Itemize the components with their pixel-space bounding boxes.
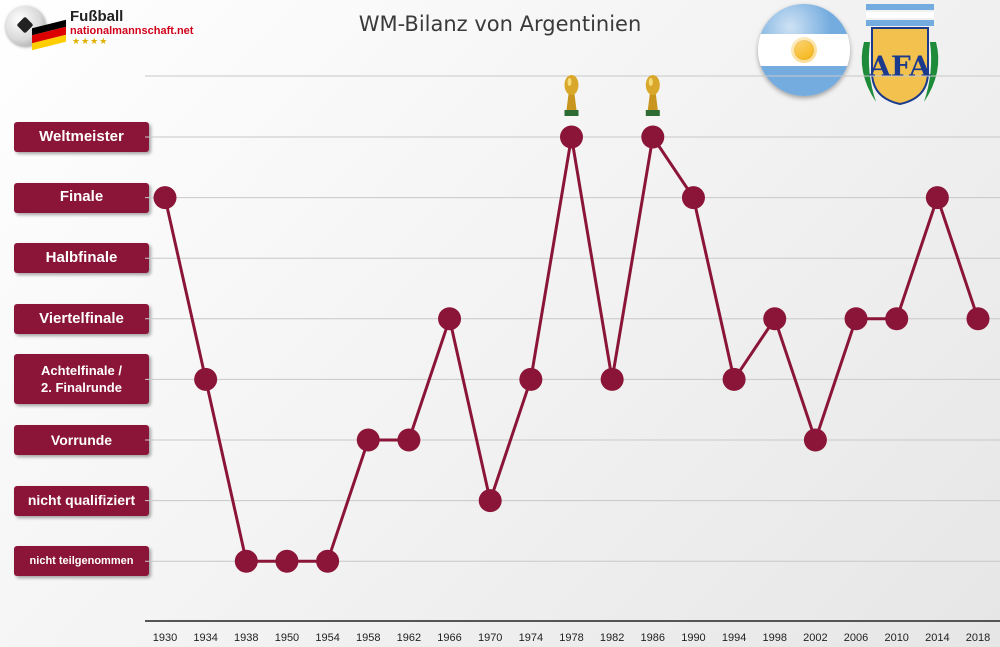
x-tick-label: 1958	[356, 632, 380, 644]
level-label-line: Vorrunde	[50, 431, 113, 448]
data-point-1974	[519, 367, 543, 391]
x-tick-label: 1998	[763, 632, 787, 644]
data-point-1978	[560, 125, 583, 149]
site-logo[interactable]: Fußball nationalmannschaft.net ★★★★	[4, 4, 214, 54]
x-tick-label: 1982	[600, 632, 624, 644]
x-tick-label: 1950	[275, 632, 299, 644]
chart-title: WM-Bilanz von Argentinien	[358, 12, 642, 36]
data-point-1990	[681, 186, 705, 210]
x-tick-label: 1978	[559, 632, 583, 644]
level-label: nicht qualifiziert	[14, 485, 149, 516]
data-point-1954	[316, 549, 340, 573]
trophy-icon	[645, 75, 660, 116]
data-point-1962	[397, 428, 421, 452]
data-point-2014	[925, 186, 949, 210]
level-label-line: 2. Finalrunde	[41, 380, 122, 396]
level-label-line: Halbfinale	[45, 249, 118, 267]
data-point-2010	[885, 307, 909, 331]
x-tick-label: 1934	[193, 632, 217, 644]
x-tick-label: 1938	[234, 632, 258, 644]
data-point-2002	[803, 428, 827, 452]
level-label-line: nicht qualifiziert	[27, 492, 136, 509]
x-tick-label: 1954	[315, 632, 339, 644]
data-point-1958	[356, 428, 380, 452]
afa-crest-icon: AFA	[861, 4, 939, 106]
data-point-1994	[722, 367, 746, 391]
logo-subtitle: nationalmannschaft.net	[70, 25, 194, 37]
series-line	[163, 135, 980, 563]
level-label: Halbfinale	[14, 243, 149, 274]
level-label-line: nicht teilgenommen	[29, 554, 134, 567]
argentina-flag-ball-icon	[758, 4, 850, 96]
x-tick-label: 1974	[519, 632, 543, 644]
logo-stars: ★★★★	[72, 37, 109, 47]
data-point-1930	[153, 186, 177, 210]
logo-title: Fußball	[70, 8, 124, 25]
level-label-line: Viertelfinale	[39, 309, 124, 327]
x-tick-label: 1990	[681, 632, 705, 644]
level-label-line: Finale	[59, 188, 104, 206]
afa-crest-text: AFA	[868, 50, 932, 83]
x-tick-label: 2010	[884, 632, 908, 644]
data-point-1966	[438, 307, 462, 331]
data-point-1998	[763, 307, 787, 331]
x-tick-label: 2006	[844, 632, 868, 644]
x-tick-label: 1966	[437, 632, 461, 644]
level-label: Achtelfinale / 2. Finalrunde	[14, 354, 149, 405]
x-tick-label: 2018	[966, 632, 990, 644]
x-tick-label: 1962	[397, 632, 421, 644]
level-label: Viertelfinale	[14, 303, 149, 334]
level-label: Finale	[14, 182, 149, 213]
x-tick-label: 1930	[153, 632, 177, 644]
data-point-1950	[275, 549, 299, 573]
x-tick-label: 2002	[803, 632, 827, 644]
trophy-icon	[564, 75, 579, 116]
level-label: nicht teilgenommen	[14, 546, 149, 577]
data-point-2018	[966, 307, 990, 331]
x-tick-label: 2014	[925, 632, 949, 644]
x-tick-label: 1994	[722, 632, 746, 644]
data-point-1934	[194, 367, 218, 391]
data-point-1986	[641, 125, 665, 149]
data-point-1970	[478, 489, 502, 513]
level-label: Vorrunde	[14, 425, 149, 455]
x-tick-label: 1986	[641, 632, 665, 644]
x-tick-label: 1970	[478, 632, 502, 644]
data-point-2006	[844, 307, 868, 331]
level-label: Weltmeister	[14, 122, 149, 152]
level-label-line: Weltmeister	[39, 127, 124, 145]
data-point-1982	[600, 367, 624, 391]
data-point-1938	[234, 549, 258, 573]
level-label-line: Achtelfinale /	[41, 362, 122, 378]
